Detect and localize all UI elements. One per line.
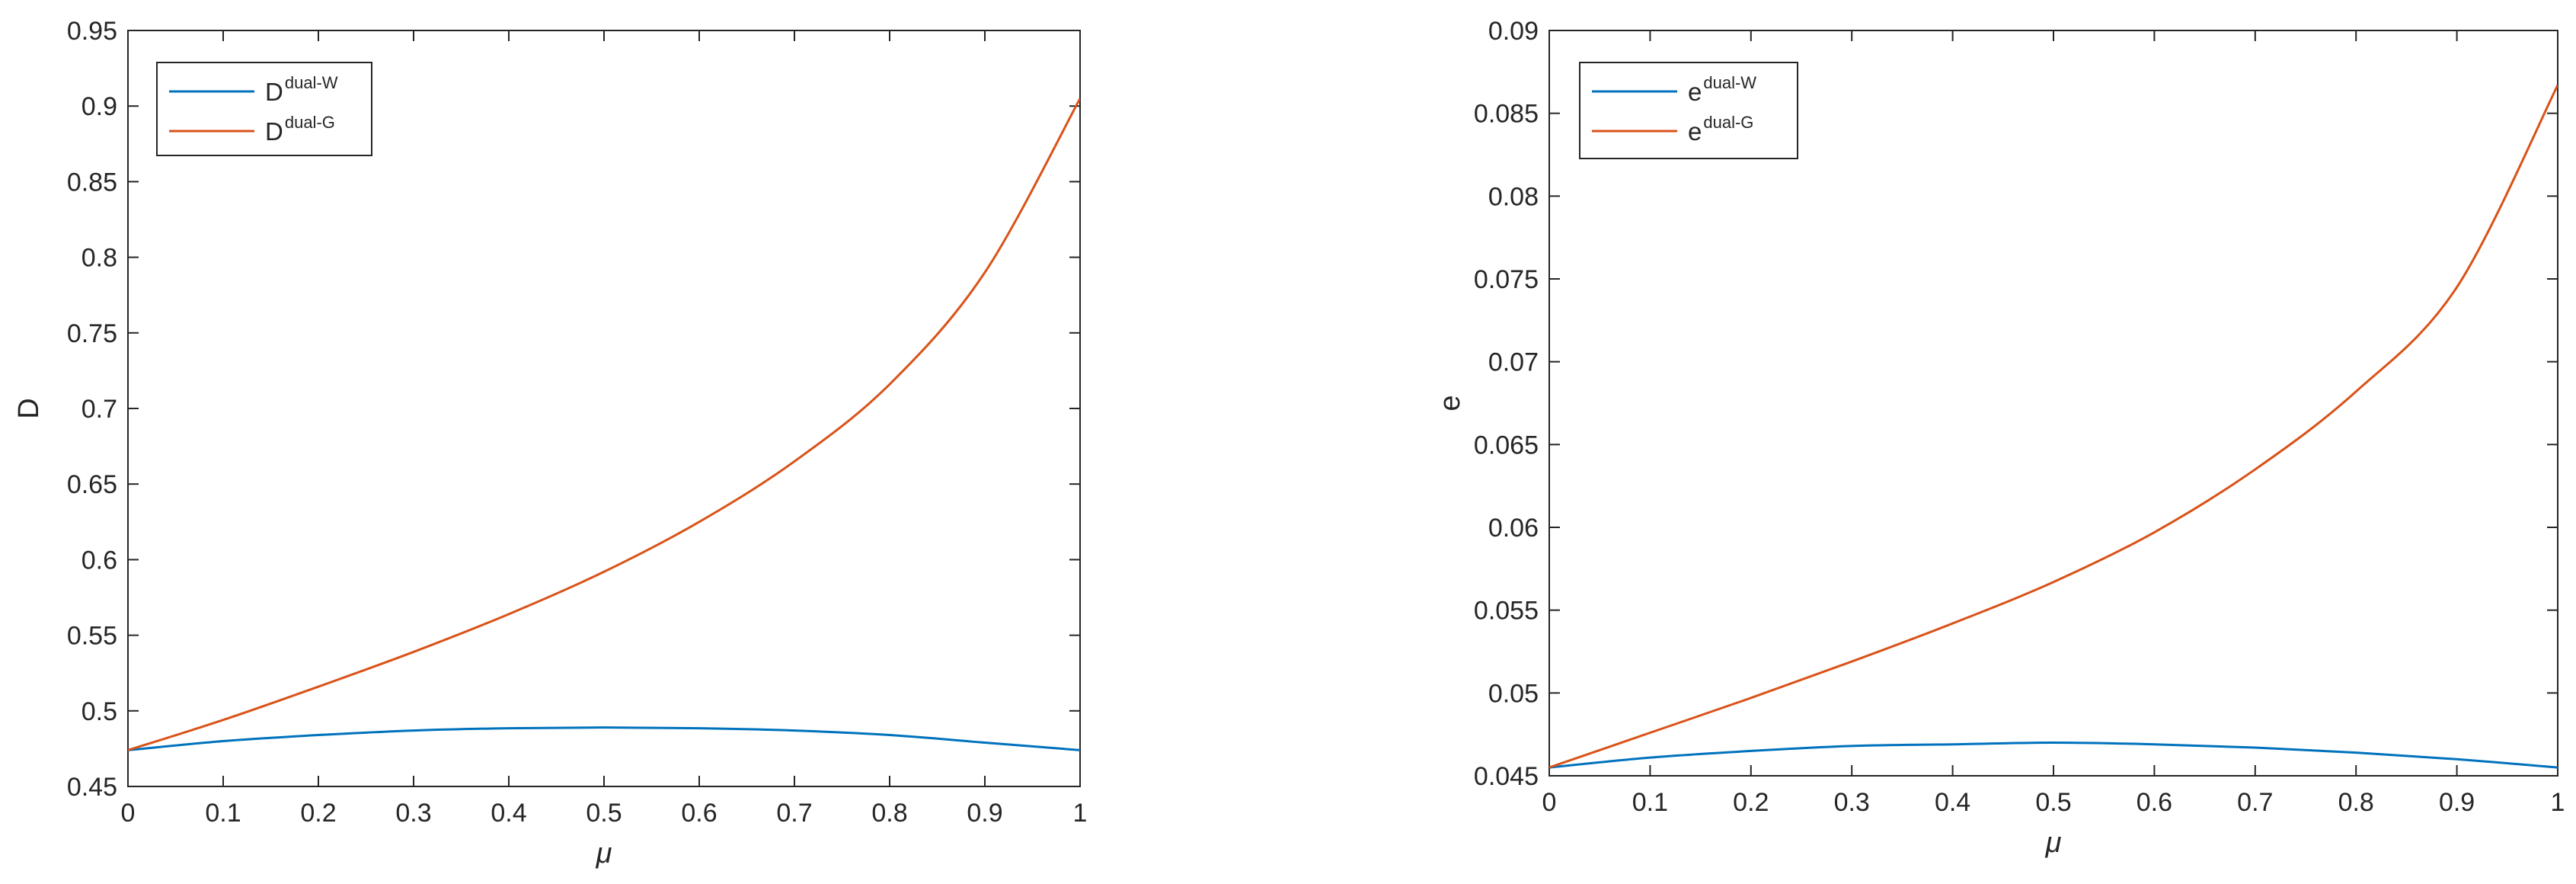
chart-e-vs-mu: 0 0.1 0.2 0.3 0.4 0.5 0.6 0.7 0.8 0.9 1 0.045 0.05 0.… bbox=[1434, 17, 2565, 859]
x-tick-label: 0.9 bbox=[2439, 788, 2475, 817]
y-tick-label: 0.09 bbox=[1488, 17, 1539, 46]
legend-entry-label: D bbox=[265, 78, 283, 106]
y-tick-label: 0.065 bbox=[1474, 431, 1539, 460]
legend-entry-superscript: dual-W bbox=[1703, 73, 1756, 92]
y-tick-label: 0.06 bbox=[1488, 514, 1539, 543]
x-tick-label: 0.3 bbox=[395, 799, 431, 828]
x-tick-label: 0.4 bbox=[491, 799, 526, 828]
chart-d-vs-mu: 0 0.1 0.2 0.3 0.4 0.5 0.6 0.7 0.8 0.9 1 0.45 0.5 0.55… bbox=[13, 17, 1087, 870]
x-tick-label: 1 bbox=[2551, 788, 2565, 817]
x-tick-label: 0 bbox=[121, 799, 136, 828]
y-tick-label: 0.55 bbox=[67, 622, 117, 651]
series-line-d-dual-g bbox=[128, 98, 1080, 751]
x-tick-label: 0.7 bbox=[2237, 788, 2273, 817]
series-line-e-dual-w bbox=[1549, 741, 2558, 769]
y-tick-label: 0.9 bbox=[81, 92, 117, 121]
y-tick-label: 0.5 bbox=[81, 697, 117, 726]
y-tick-label: 0.05 bbox=[1488, 679, 1539, 708]
legend-entry-label: e bbox=[1688, 117, 1702, 146]
y-tick-label: 0.7 bbox=[81, 395, 117, 424]
y-tick-label: 0.07 bbox=[1488, 348, 1539, 377]
x-tick-label: 0.1 bbox=[205, 799, 241, 828]
legend-entry-label: e bbox=[1688, 78, 1702, 106]
y-tick-label: 0.075 bbox=[1474, 265, 1539, 294]
y-axis-label: e bbox=[1434, 395, 1466, 411]
y-tick-label: 0.045 bbox=[1474, 762, 1539, 791]
x-tick-label: 0.8 bbox=[871, 799, 907, 828]
y-tick-label: 0.85 bbox=[67, 168, 117, 197]
x-tick-label: 0.9 bbox=[967, 799, 1002, 828]
legend-box bbox=[1579, 62, 1798, 159]
x-axis-label: μ bbox=[596, 838, 612, 870]
x-tick-label: 0.3 bbox=[1834, 788, 1870, 817]
y-tick-label: 0.45 bbox=[67, 773, 117, 802]
legend-entry-label: D bbox=[265, 117, 283, 146]
x-tick-label: 0.1 bbox=[1632, 788, 1668, 817]
y-tick-label: 0.8 bbox=[81, 244, 117, 273]
x-axis-label: μ bbox=[2045, 827, 2062, 859]
x-tick-label: 0.8 bbox=[2338, 788, 2374, 817]
y-tick-label: 0.75 bbox=[67, 319, 117, 348]
x-tick-label: 0.5 bbox=[586, 799, 622, 828]
x-tick-label: 0.5 bbox=[2035, 788, 2071, 817]
legend-entry-superscript: dual-G bbox=[1703, 113, 1753, 132]
y-tick-label: 0.65 bbox=[67, 470, 117, 499]
y-tick-label: 0.95 bbox=[67, 17, 117, 46]
legend-entry-superscript: dual-G bbox=[285, 113, 335, 132]
legend-entry-superscript: dual-W bbox=[285, 73, 338, 92]
plot-area-frame bbox=[127, 30, 1081, 787]
x-tick-label: 0.6 bbox=[681, 799, 717, 828]
y-tick-label: 0.6 bbox=[81, 546, 117, 575]
series-line-d-dual-w bbox=[128, 726, 1080, 751]
x-tick-label: 1 bbox=[1073, 799, 1088, 828]
legend-box bbox=[156, 62, 372, 156]
x-tick-label: 0 bbox=[1542, 788, 1557, 817]
y-tick-label: 0.08 bbox=[1488, 182, 1539, 211]
series-line-e-dual-g bbox=[1549, 85, 2558, 769]
y-tick-label: 0.055 bbox=[1474, 597, 1539, 626]
x-tick-label: 0.6 bbox=[2137, 788, 2172, 817]
y-tick-label: 0.085 bbox=[1474, 100, 1539, 129]
y-axis-label: D bbox=[13, 398, 45, 418]
x-tick-label: 0.2 bbox=[1733, 788, 1769, 817]
x-tick-label: 0.2 bbox=[300, 799, 336, 828]
x-tick-label: 0.4 bbox=[1935, 788, 1970, 817]
x-tick-label: 0.7 bbox=[776, 799, 812, 828]
